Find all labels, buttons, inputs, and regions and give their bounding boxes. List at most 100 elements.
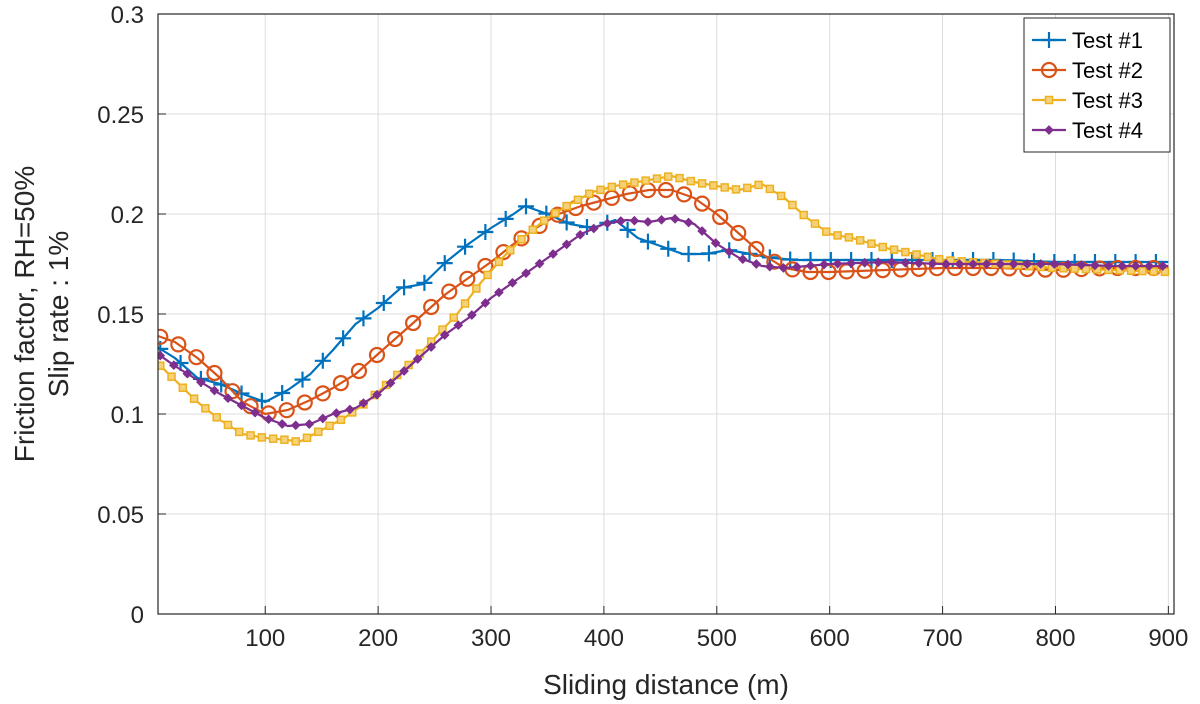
series-3-marker: [460, 299, 470, 308]
x-tick-label: 100: [245, 625, 285, 652]
series-3-marker: [584, 189, 594, 199]
series-4-marker: [158, 350, 166, 361]
y-axis-label-line-2: Slip rate : 1%: [43, 231, 74, 398]
series-2-marker: [730, 224, 747, 242]
series-3-marker: [675, 173, 684, 183]
series-4-marker: [521, 268, 531, 279]
series-3-marker: [505, 246, 515, 255]
series-layer: [158, 172, 1170, 446]
y-tick-label: 0: [131, 602, 144, 629]
series-4-marker: [331, 408, 342, 418]
series-2-marker: [170, 336, 187, 353]
series-3-marker: [1126, 266, 1136, 275]
series-3-marker: [539, 216, 549, 225]
series-3-marker: [709, 181, 718, 190]
series-1-marker: [477, 224, 494, 240]
series-4-marker: [372, 389, 382, 400]
series-4-marker: [995, 259, 1005, 269]
series-4-marker: [805, 260, 816, 271]
series-4-marker: [358, 398, 369, 408]
y-axis-label-line-1: Friction factor, RH=50%: [9, 166, 40, 462]
series-4-marker: [968, 259, 978, 269]
series-3-marker: [517, 235, 526, 244]
legend-item: Test #2: [1032, 58, 1143, 83]
series-3-marker: [212, 413, 221, 422]
series-3-marker: [934, 255, 944, 264]
series-1-marker: [335, 330, 352, 347]
series-3-marker: [336, 415, 346, 425]
series-4-marker: [1090, 260, 1100, 271]
series-1-marker: [619, 221, 636, 238]
series-3-marker: [765, 184, 775, 194]
legend-swatch-marker: [1041, 32, 1057, 48]
series-1-marker: [639, 233, 656, 250]
tick-labels: 100 200 300 400 500 600 700 800 900 0 0.05 0.1 0.15 0…: [97, 2, 1188, 652]
series-4-marker: [778, 263, 789, 273]
series-3-marker: [912, 250, 921, 259]
series-3-marker: [449, 313, 459, 322]
series-2-marker: [278, 402, 295, 419]
series-4-marker: [168, 360, 179, 371]
series-4-marker: [1008, 259, 1019, 269]
series-3-marker: [483, 270, 492, 280]
series-4-marker: [182, 368, 193, 379]
series-4-marker: [765, 261, 775, 272]
y-tick-label: 0.2: [111, 202, 144, 229]
series-3-marker: [596, 185, 605, 195]
series-4-marker: [819, 259, 829, 270]
series-1-marker: [457, 238, 474, 255]
series-1-marker: [782, 251, 799, 268]
series-3-marker: [855, 236, 865, 245]
series-3-marker: [325, 421, 334, 431]
series-4-marker: [1022, 259, 1033, 269]
series-4-marker: [900, 257, 911, 268]
series-3-marker: [189, 394, 199, 403]
series-4-marker: [263, 414, 274, 425]
series-3-marker: [302, 433, 312, 443]
series-2-marker: [766, 253, 783, 270]
series-3-marker: [641, 176, 650, 185]
series-1-marker: [274, 385, 291, 401]
series-2-marker: [350, 362, 368, 380]
x-tick-label: 900: [1148, 625, 1188, 652]
series-3-marker: [720, 183, 729, 192]
series-3-marker: [280, 435, 289, 444]
series-1-marker: [497, 210, 514, 227]
legend-label: Test #3: [1072, 88, 1143, 113]
series-4-marker: [196, 377, 206, 387]
series-3-marker: [776, 191, 786, 201]
series-4-marker: [643, 217, 653, 227]
y-axis-label: Friction factor, RH=50% Slip rate : 1%: [9, 166, 74, 462]
series-4-marker: [1144, 261, 1155, 271]
series-1-marker: [375, 295, 392, 311]
series-3-marker: [754, 180, 763, 190]
series-3-marker: [257, 433, 267, 442]
series-3-marker: [167, 372, 176, 381]
series-4-marker: [670, 214, 680, 224]
series-4-marker: [466, 310, 477, 320]
series-1-marker: [680, 246, 697, 262]
series-2-marker: [748, 240, 765, 258]
series-2-marker: [206, 364, 223, 382]
series-1-marker: [355, 310, 372, 327]
series-2-marker: [459, 270, 476, 287]
series-4-marker: [1076, 260, 1087, 270]
series-3-marker: [630, 178, 639, 187]
series-3-marker: [652, 174, 662, 183]
series-3-marker: [1138, 266, 1147, 276]
series-4-marker: [683, 217, 694, 228]
series-3-marker: [833, 231, 842, 240]
series-3-marker: [731, 185, 741, 194]
series-4-marker: [1117, 261, 1127, 271]
series-4-marker: [588, 223, 599, 234]
series-2-marker: [386, 330, 404, 348]
series-4-marker: [615, 216, 626, 226]
x-tick-label: 700: [923, 625, 963, 652]
series-4-marker: [209, 385, 220, 396]
legend-item: Test #3: [1032, 88, 1143, 113]
legend-label: Test #4: [1072, 118, 1143, 143]
legend-swatch-marker: [1044, 125, 1054, 135]
series-4-marker: [859, 257, 870, 268]
series-3-marker: [867, 239, 876, 248]
